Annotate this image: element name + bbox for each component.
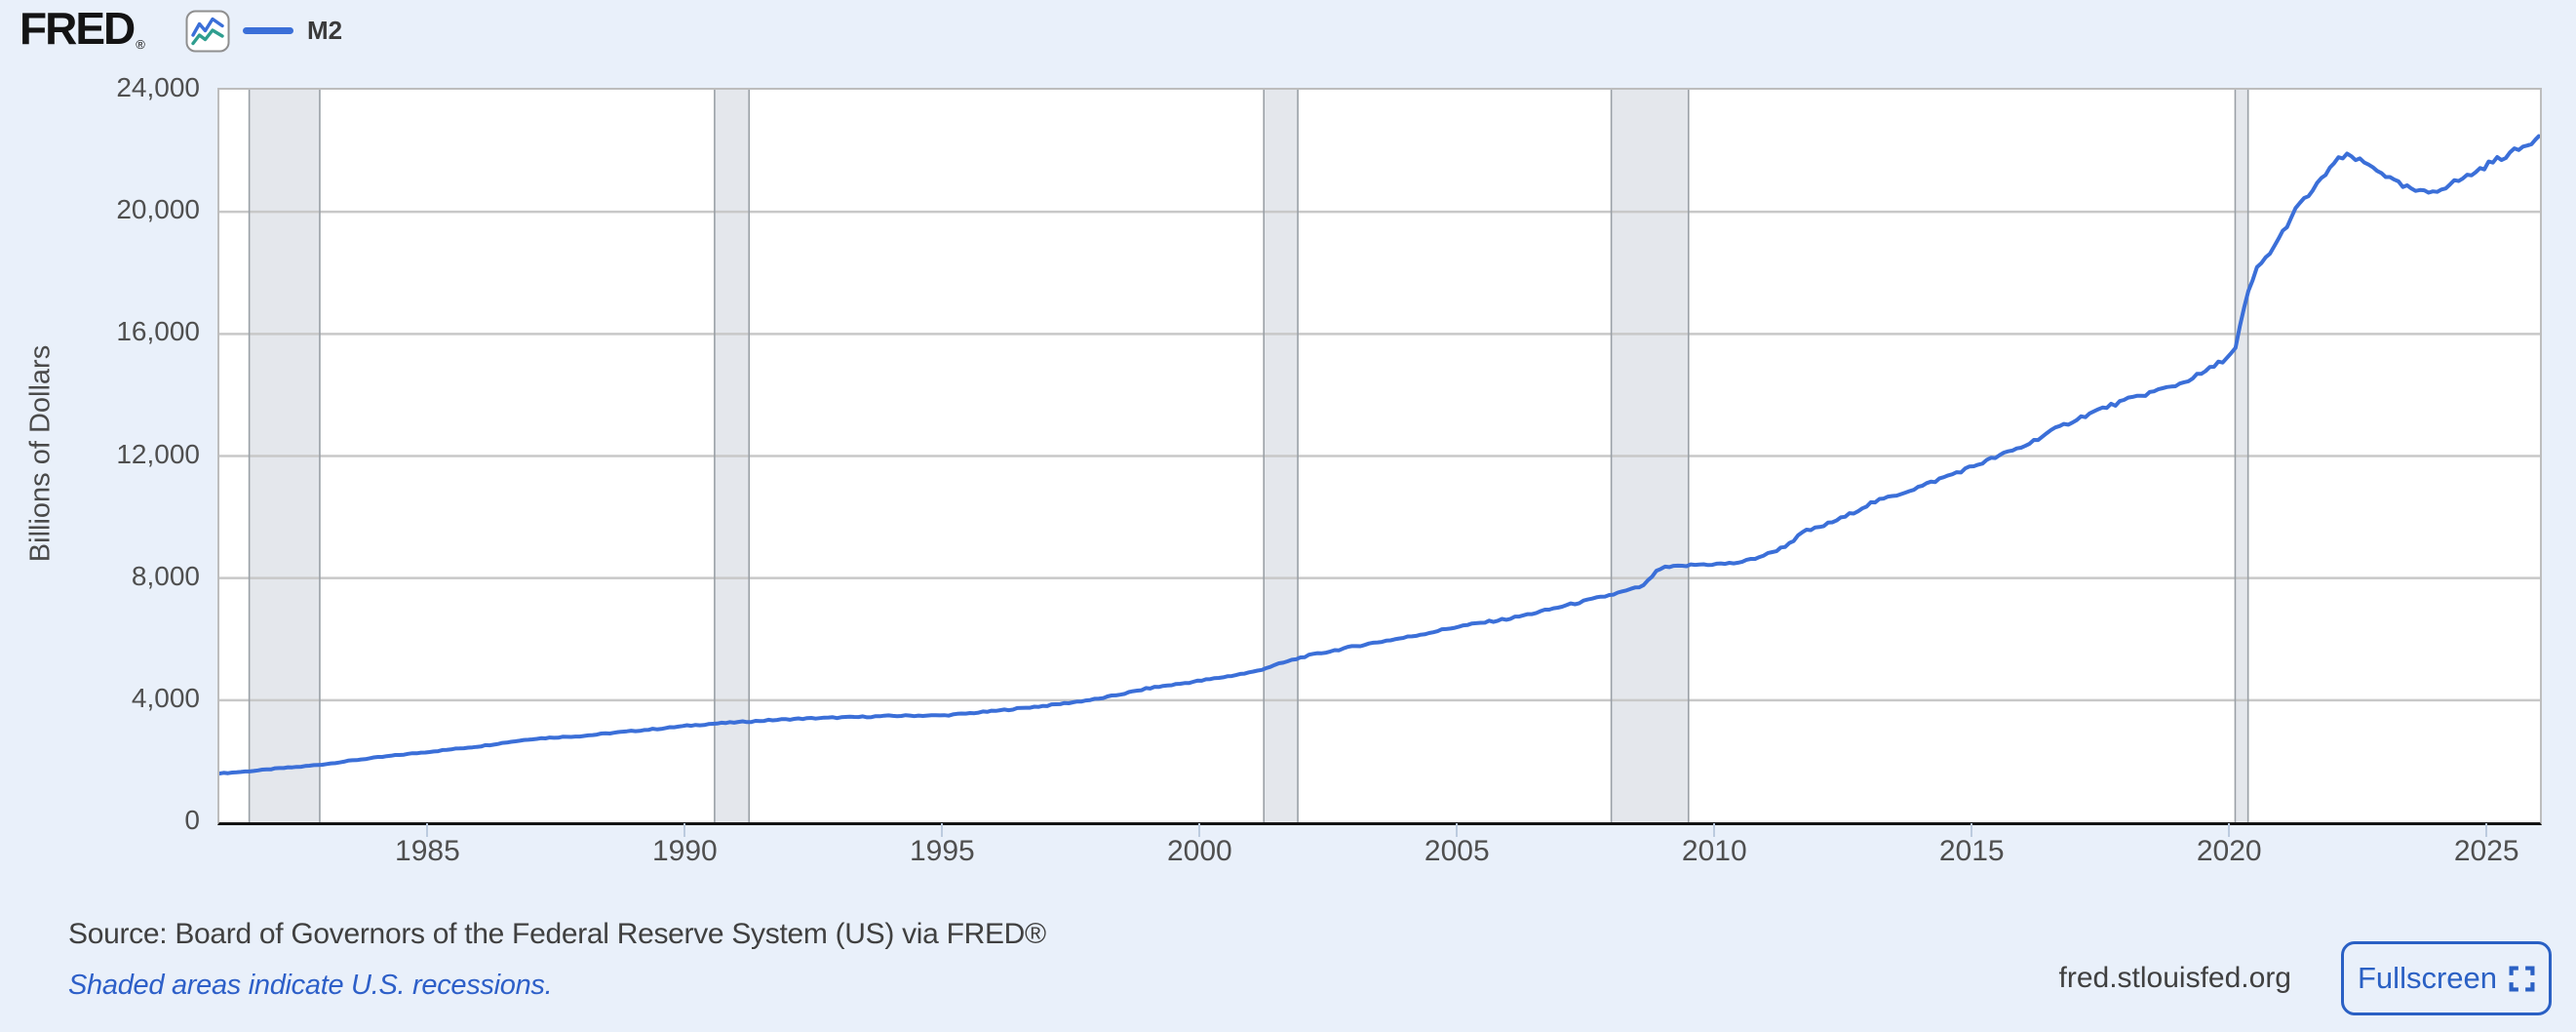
x-tick-mark <box>1713 823 1716 837</box>
y-tick-label: 24,000 <box>116 72 200 102</box>
x-tick-label: 1990 <box>652 835 718 867</box>
x-tick-label: 1995 <box>909 835 975 867</box>
legend: M2 <box>243 16 342 46</box>
fred-logo-text: FRED <box>20 3 136 54</box>
x-tick-mark <box>2485 823 2488 837</box>
x-tick-label: 2020 <box>2196 835 2262 867</box>
legend-series-label[interactable]: M2 <box>307 16 343 45</box>
fred-logo[interactable]: FRED ® <box>20 4 145 54</box>
x-tick-label: 2025 <box>2453 835 2519 867</box>
legend-line-swatch <box>243 27 293 34</box>
y-tick-label: 12,000 <box>116 438 200 469</box>
fullscreen-label: Fullscreen <box>2358 961 2497 995</box>
plot-area[interactable] <box>217 88 2542 825</box>
x-tick-mark <box>1198 823 1201 837</box>
x-tick-mark <box>426 823 429 837</box>
x-tick-mark <box>1456 823 1459 837</box>
y-tick-label: 0 <box>184 805 200 835</box>
x-tick-mark <box>1971 823 1973 837</box>
x-tick-label: 2010 <box>1681 835 1747 867</box>
y-tick-label: 8,000 <box>131 560 200 591</box>
registered-mark: ® <box>136 37 145 52</box>
x-tick-label: 2015 <box>1938 835 2005 867</box>
fullscreen-button[interactable]: Fullscreen <box>2341 941 2552 1015</box>
site-url: fred.stlouisfed.org <box>2058 962 2291 994</box>
x-tick-mark <box>2228 823 2231 837</box>
x-tick-mark <box>683 823 686 837</box>
fullscreen-icon <box>2509 966 2535 992</box>
x-tick-label: 2005 <box>1424 835 1490 867</box>
fred-sparkline-icon <box>185 10 230 53</box>
x-tick-label: 1985 <box>395 835 460 867</box>
recession-note-link[interactable]: Shaded areas indicate U.S. recessions. <box>68 970 553 1001</box>
y-tick-label: 4,000 <box>131 682 200 713</box>
m2-line <box>219 134 2540 775</box>
source-text: Source: Board of Governors of the Federa… <box>68 918 1046 950</box>
y-tick-label: 20,000 <box>116 194 200 225</box>
x-tick-mark <box>941 823 944 837</box>
y-tick-label: 16,000 <box>116 316 200 347</box>
x-tick-label: 2000 <box>1166 835 1232 867</box>
m2-chart <box>219 90 2540 822</box>
